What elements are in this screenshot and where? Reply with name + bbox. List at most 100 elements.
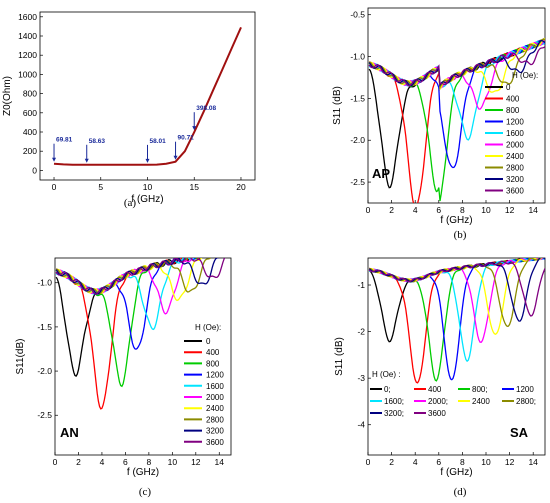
- d-legend-label: 1200: [516, 385, 534, 394]
- a-x-tick-label: 15: [190, 182, 200, 192]
- c-y-tick-label: -1.5: [37, 322, 52, 332]
- a-annotation-arrowhead: [173, 155, 178, 160]
- a-y-tick-label: 1200: [18, 50, 37, 60]
- d-legend-title: H (Oe) :: [372, 370, 400, 379]
- b-x-tick-label: 0: [366, 205, 371, 215]
- c-legend-label: 3600: [206, 438, 224, 447]
- d-caption: (d): [454, 486, 467, 498]
- c-series-line-8: [55, 258, 220, 295]
- d-series-line-9: [368, 260, 545, 317]
- a-annotation-label: 90.71: [178, 135, 195, 142]
- b-y-tick-label: -2.5: [350, 177, 365, 187]
- a-x-tick-label: 20: [236, 182, 246, 192]
- c-series-line-0: [55, 258, 201, 377]
- a-annotation-label: 58.63: [89, 138, 106, 145]
- b-y-axis-label: S11 (dB): [332, 86, 343, 125]
- b-legend-label: 1600: [506, 129, 524, 138]
- d-legend-label: 3600: [428, 409, 446, 418]
- panel-b-ap-s11-chart: 0 2 4 6 8 10 12 14 -0.5 -1.0 -1.5 -2.0 -2.5 f (GHz) S1…: [332, 7, 546, 241]
- d-x-tick-label: 10: [481, 457, 491, 467]
- c-x-tick-label: 6: [123, 457, 128, 467]
- a-annotation-arrowhead: [52, 157, 57, 162]
- c-x-tick-label: 8: [146, 457, 151, 467]
- c-legend-label: 2000: [206, 393, 224, 402]
- d-y-tick-label: -2: [357, 327, 365, 337]
- b-legend-label: 2800: [506, 164, 524, 173]
- d-legend-label: 3200;: [384, 409, 404, 418]
- b-sample-label: AP: [372, 166, 390, 181]
- b-plot-frame: [367, 7, 546, 204]
- c-legend-label: 3200: [206, 427, 224, 436]
- c-y-axis-label: S11(dB): [15, 339, 26, 375]
- d-legend-label: 2000;: [428, 397, 448, 406]
- d-legend-label: 2400: [472, 397, 490, 406]
- c-legend-label: 2400: [206, 404, 224, 413]
- d-legend-label: 0;: [384, 385, 391, 394]
- a-y-tick-label: 800: [23, 89, 37, 99]
- a-annotation-arrowhead: [145, 158, 150, 163]
- b-legend-label: 2400: [506, 152, 524, 161]
- d-legend-label: 2800;: [516, 397, 536, 406]
- b-series-line-9: [368, 46, 545, 87]
- b-y-tick-label: -1.0: [350, 52, 365, 62]
- b-x-axis-label: f (GHz): [440, 215, 472, 226]
- c-legend-label: 1600: [206, 382, 224, 391]
- c-plot-frame: [54, 257, 232, 456]
- d-legend-label: 800;: [472, 385, 488, 394]
- a-annotation-label: 69.81: [56, 137, 73, 144]
- d-sample-label: SA: [510, 425, 529, 440]
- c-x-axis-label: f (GHz): [127, 467, 159, 478]
- panel-c-an-s11-chart: 0 2 4 6 8 10 12 14 -1.0 -1.5 -2.0 -2.5 f (GHz) S11(dB…: [15, 257, 232, 498]
- c-x-tick-label: 12: [191, 457, 201, 467]
- c-legend-label: 400: [206, 348, 220, 357]
- c-x-tick-label: 2: [76, 457, 81, 467]
- c-legend-label: 1200: [206, 371, 224, 380]
- d-x-tick-label: 4: [413, 457, 418, 467]
- a-x-tick-label: 0: [52, 182, 57, 192]
- a-x-tick-label: 5: [98, 182, 103, 192]
- a-y-axis-label: Z0(Ohm): [2, 76, 13, 116]
- c-legend-label: 0: [206, 337, 211, 346]
- c-x-tick-label: 14: [215, 457, 225, 467]
- c-x-tick-label: 0: [53, 457, 58, 467]
- b-x-tick-label: 6: [436, 205, 441, 215]
- b-caption: (b): [454, 229, 467, 241]
- c-x-tick-label: 10: [168, 457, 178, 467]
- b-legend-title: H (Oe):: [512, 71, 538, 80]
- a-caption: (a): [124, 197, 137, 209]
- b-legend-label: 3600: [506, 187, 524, 196]
- c-y-tick-label: -1.0: [37, 278, 52, 288]
- c-x-tick-label: 4: [100, 457, 105, 467]
- a-annotation-arrowhead: [84, 158, 89, 163]
- b-legend-label: 800: [506, 106, 520, 115]
- d-y-tick-label: -1: [357, 280, 365, 290]
- b-legend-label: 0: [506, 83, 511, 92]
- d-x-tick-label: 12: [505, 457, 515, 467]
- d-series-line-4: [369, 258, 545, 363]
- a-y-tick-label: 1600: [18, 12, 37, 22]
- panel-d-sa-s11-chart: 0 2 4 6 8 10 12 14 -1 -2 -3 -4 f (GHz) S11 (dB) (d) SA H…: [334, 257, 546, 498]
- b-x-tick-label: 4: [413, 205, 418, 215]
- a-y-tick-label: 1400: [18, 31, 37, 41]
- a-impedance-line: [53, 26, 242, 166]
- b-series-line-8: [368, 39, 545, 87]
- d-legend-label: 1600;: [384, 397, 404, 406]
- b-y-tick-label: -1.5: [350, 93, 365, 103]
- d-x-axis-label: f (GHz): [440, 467, 472, 478]
- b-y-tick-label: -0.5: [350, 10, 365, 20]
- b-x-tick-label: 10: [481, 205, 491, 215]
- a-annotation-arrowhead: [192, 126, 197, 131]
- d-series-line-7: [369, 258, 541, 327]
- a-annotation-label: 58.01: [150, 138, 167, 145]
- c-series-line-3: [55, 258, 197, 350]
- d-legend-label: 400: [428, 385, 442, 394]
- b-x-tick-label: 8: [460, 205, 465, 215]
- d-x-tick-label: 14: [528, 457, 538, 467]
- c-series-line-9: [55, 258, 226, 295]
- d-x-tick-label: 8: [460, 457, 465, 467]
- b-legend-label: 2000: [506, 141, 524, 150]
- d-x-tick-label: 0: [366, 457, 371, 467]
- b-x-tick-label: 2: [389, 205, 394, 215]
